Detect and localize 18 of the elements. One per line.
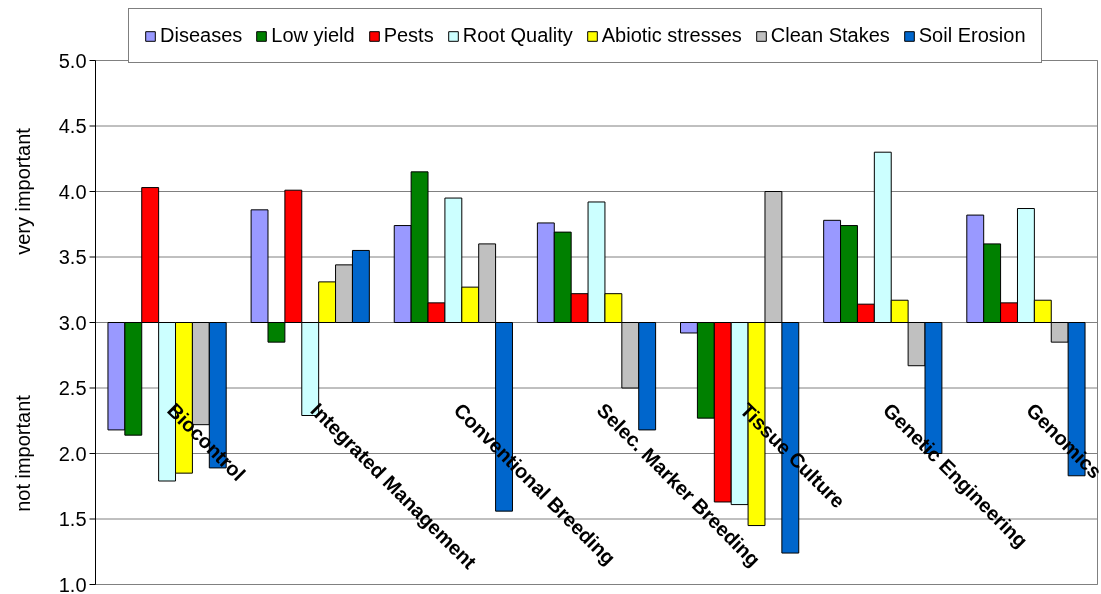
legend-label: Low yield	[271, 24, 355, 47]
y-tick-label: 1.5	[58, 508, 87, 530]
legend-label: Abiotic stresses	[601, 24, 742, 47]
y-tick-label: 5.0	[58, 49, 87, 72]
text: not important	[11, 394, 34, 512]
y-tick-label: 4.0	[58, 180, 87, 203]
legend-label: Root Quality	[462, 24, 573, 47]
y-tick-label: 4.5	[58, 115, 87, 137]
legend-label: Soil Erosion	[918, 24, 1026, 47]
y-tick-label: 2.0	[58, 442, 87, 465]
y-tick-label: 1.0	[58, 573, 87, 594]
y-tick-label: 3.0	[58, 311, 87, 334]
legend-label: Diseases	[160, 24, 243, 47]
legend-label: Pests	[383, 24, 434, 47]
text: very important	[11, 127, 34, 255]
legend-label: Clean Stakes	[770, 24, 890, 47]
y-tick-label: 2.5	[58, 377, 87, 399]
y-tick-label: 3.5	[58, 246, 87, 268]
